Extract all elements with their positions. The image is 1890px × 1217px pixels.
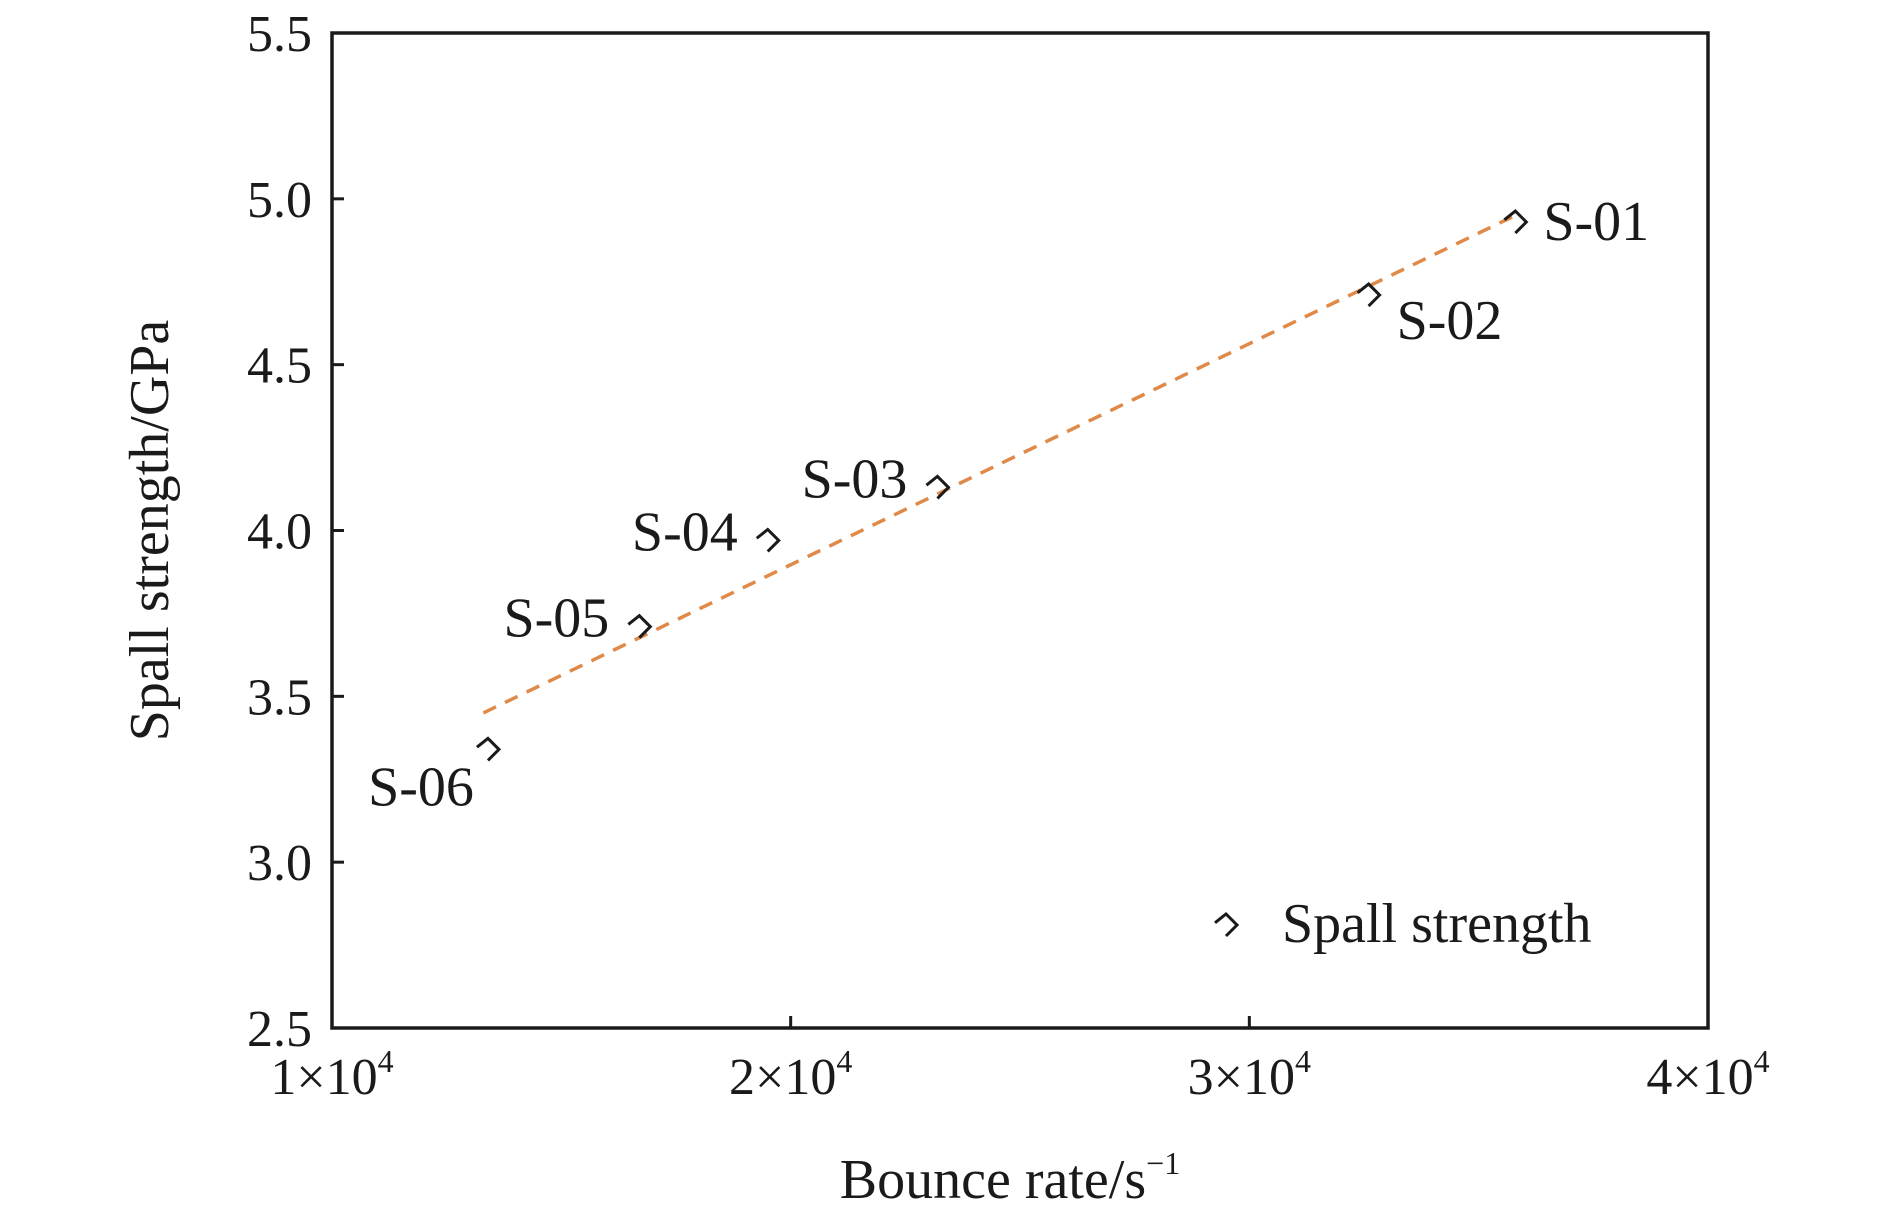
y-axis-title: Spall strength/GPa [119,320,181,742]
data-point-marker [627,613,653,639]
data-point-marker [1356,282,1382,308]
data-point-marker [1503,209,1529,235]
marker-layer [476,209,1529,762]
data-point-label: S-06 [368,756,474,818]
data-point-label: S-01 [1543,191,1649,253]
point-label-layer: S-01 S-02 S-03 S-04 S-05 S-06 [368,191,1649,818]
data-point-label: S-05 [504,588,610,650]
data-point-marker [925,474,951,500]
data-point-label: S-02 [1397,290,1503,352]
y-tick-label: 5.0 [247,172,312,229]
y-tick-label: 5.5 [247,6,312,63]
x-tick-label: 2×104 [729,1043,852,1106]
x-tick-label: 1×104 [270,1043,393,1106]
data-point-marker [476,736,502,762]
x-axis-title-sup: −1 [1146,1145,1180,1181]
y-tick-label: 3.5 [247,669,312,726]
x-axis-title: Bounce rate/s−1 [840,1145,1180,1211]
y-tick-label: 4.0 [247,504,312,561]
legend-label: Spall strength [1282,893,1592,955]
x-tick-label: 4×104 [1646,1043,1769,1106]
data-point-label: S-04 [632,501,738,563]
data-point-label: S-03 [802,448,908,510]
axes: 2.5 3.0 3.5 4.0 4.5 5.0 5.5 1×104 2×104 3×104 4×10… [247,6,1770,1106]
plot-frame [330,31,1710,1030]
y-tick-label: 4.5 [247,338,312,395]
legend-marker [1214,911,1240,938]
x-tick-label: 3×104 [1188,1043,1311,1106]
x-axis-title-text: Bounce rate/s [840,1149,1146,1211]
y-tick-label: 3.0 [247,835,312,892]
legend: Spall strength [1214,893,1592,955]
y-tick-label: 2.5 [247,1001,312,1058]
data-point-marker [755,527,781,553]
